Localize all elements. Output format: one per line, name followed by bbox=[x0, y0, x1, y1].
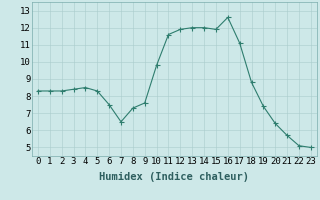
X-axis label: Humidex (Indice chaleur): Humidex (Indice chaleur) bbox=[100, 172, 249, 182]
